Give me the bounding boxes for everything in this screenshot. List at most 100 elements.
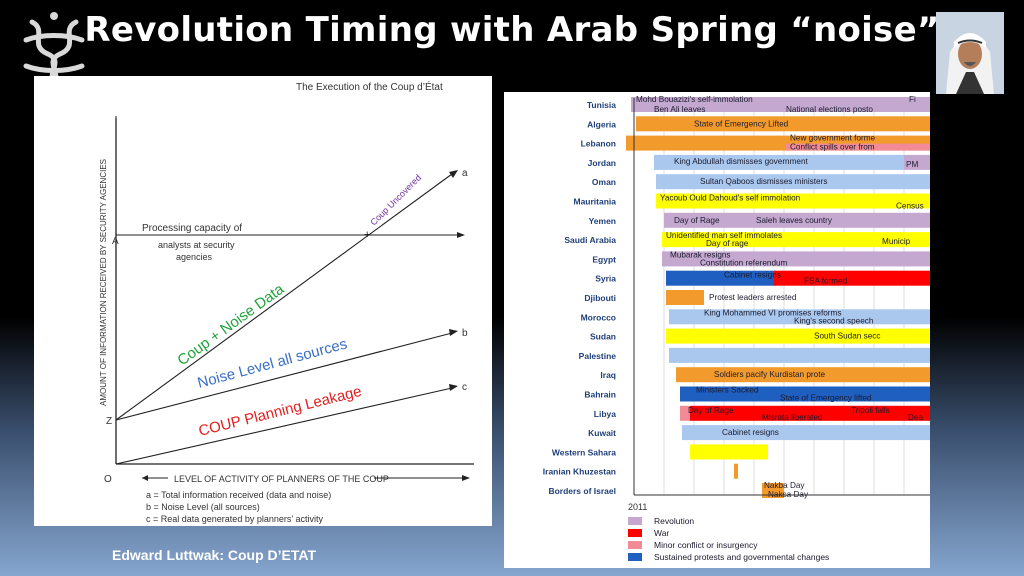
timeline-bar [666, 270, 776, 286]
x-axis-label: LEVEL OF ACTIVITY OF PLANNERS OF THE COU… [174, 474, 389, 484]
event-label: King Abdullah dismisses government [674, 157, 809, 166]
event-label: PM [906, 160, 918, 169]
country-label: Egypt [592, 254, 616, 264]
timeline-bar [654, 154, 904, 170]
point-a: A [112, 236, 119, 247]
country-label: Bahrain [584, 390, 616, 400]
country-label: Oman [592, 177, 616, 187]
country-label: Iraq [600, 370, 616, 380]
legend-swatch [628, 517, 642, 525]
slide-title: Revolution Timing with Arab Spring “nois… [84, 10, 940, 50]
event-label: Misrata liberated [762, 413, 823, 422]
country-label: Saudi Arabia [564, 235, 616, 245]
timeline-bar [676, 367, 930, 383]
timeline-bar [656, 174, 930, 190]
event-label: Constitution referendum [700, 258, 788, 267]
timeline-bar [762, 483, 784, 498]
country-label: Sudan [590, 332, 616, 342]
country-label: Palestine [579, 351, 617, 361]
country-label: Morocco [581, 312, 616, 322]
event-label: Dea [908, 413, 923, 422]
timeline-bar [666, 290, 704, 305]
legend-a: a = Total information received (data and… [146, 490, 331, 500]
timeline-bar [662, 232, 930, 248]
country-label: Mauritania [573, 197, 616, 207]
timeline-bar [680, 386, 930, 402]
legend-label: War [654, 528, 669, 538]
country-label: Lebanon [581, 139, 616, 149]
timeline-chart: Tunisia Algeria Lebanon Jordan Oman Mauritani… [543, 95, 930, 562]
legend-swatch [628, 529, 642, 537]
event-label: Conflict spills over from [790, 143, 875, 152]
event-label: Ben Ali leaves [654, 105, 705, 114]
arab-spring-timeline: Tunisia Algeria Lebanon Jordan Oman Mauritani… [504, 92, 930, 568]
country-label: Syria [595, 274, 616, 284]
event-label: Protest leaders arrested [709, 293, 797, 302]
timeline-bar [734, 463, 738, 479]
timeline-bar [631, 97, 930, 112]
legend-label: Minor conflict or insurgency [654, 540, 758, 550]
event-label: Municip [882, 237, 911, 246]
timeline-bar [636, 116, 930, 132]
event-label: Cabinet resigns [724, 271, 781, 280]
event-label: Census [896, 202, 924, 211]
timeline-bar [656, 193, 930, 209]
timeline-bar [786, 143, 930, 151]
coup-uncovered-label: Coup Uncovered [368, 173, 423, 228]
event-label: Cabinet resigns [722, 428, 779, 437]
event-label: Mubarak resigns [670, 250, 731, 259]
line-a [115, 173, 453, 421]
event-label: King's second speech [794, 316, 874, 325]
timeline-bar [904, 154, 930, 170]
event-label: National elections posto [786, 105, 873, 114]
point-o: O [104, 474, 112, 485]
point-z: Z [106, 416, 112, 427]
legend-b: b = Noise Level (all sources) [146, 502, 260, 512]
event-label: Nakba Day [764, 481, 805, 490]
timeline-bar [690, 405, 930, 421]
line-b [115, 332, 453, 421]
overlay-coup-leakage: COUP Planning Leakage [197, 383, 363, 440]
event-label: Day of Rage [688, 406, 734, 415]
portrait-photo [936, 12, 1004, 94]
legend-label: Revolution [654, 516, 694, 526]
timeline-bar [664, 212, 930, 228]
label-b: b [462, 328, 468, 339]
coup-execution-diagram: The Execution of the Coup d’État AMOUNT … [34, 76, 492, 526]
country-label: Iranian Khuzestan [543, 467, 616, 477]
country-label: Algeria [587, 119, 616, 129]
event-label: FSA formed [804, 277, 848, 286]
event-label: Saleh leaves country [756, 216, 833, 225]
country-label: Libya [594, 409, 616, 419]
legend-c: c = Real data generated by planners’ act… [146, 514, 324, 524]
serpent-emblem-icon [23, 12, 85, 87]
country-label: Kuwait [588, 428, 616, 438]
event-label: Yacoub Ould Dahoud's self immolation [660, 194, 801, 203]
capacity-label-3: agencies [176, 252, 213, 262]
country-label: Borders of Israel [548, 486, 616, 496]
event-label: Soldiers pacify Kurdistan prote [714, 370, 825, 379]
label-a: a [462, 168, 468, 179]
legend-swatch [628, 541, 642, 549]
event-label: New government forme [790, 134, 876, 143]
event-label: Day of rage [706, 239, 749, 248]
event-label: State of Emergency Lifted [694, 119, 789, 128]
line-c [115, 387, 453, 465]
event-label: Ministers Sacked [696, 386, 759, 395]
capacity-label-2: analysts at security [158, 240, 235, 250]
country-label: Western Sahara [552, 447, 616, 457]
country-label: Tunisia [587, 100, 616, 110]
event-label: Sultan Qaboos dismisses ministers [700, 177, 827, 186]
event-label: Unidentified man self immolates [666, 231, 782, 240]
year-label: 2011 [628, 502, 647, 512]
capacity-label-1: Processing capacity of [142, 223, 242, 234]
timeline-bar [774, 270, 930, 286]
intersection-marker: + [364, 229, 370, 241]
event-label: King Mohammed VI promises reforms [704, 308, 841, 317]
timeline-bar [669, 347, 930, 363]
event-label: Mohd Bouazizi's self-immolation [636, 95, 753, 104]
event-label: Day of Rage [674, 216, 720, 225]
label-c: c [462, 382, 467, 393]
event-label: South Sudan secc [814, 332, 880, 341]
country-label: Yemen [589, 216, 616, 226]
